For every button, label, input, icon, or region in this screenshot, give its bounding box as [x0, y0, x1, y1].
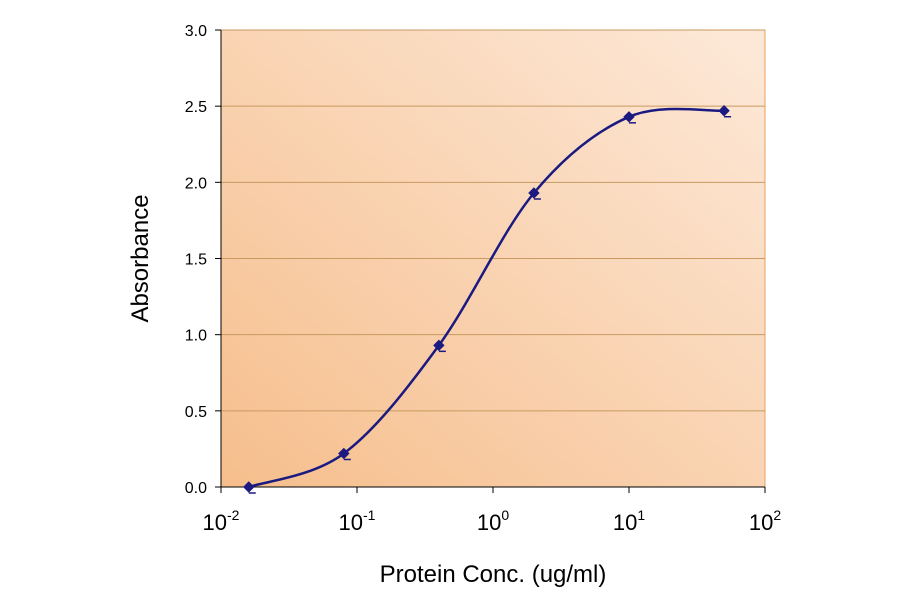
x-tick-labels: 10-2 10-1 100 101 102 [203, 507, 782, 535]
data-point [718, 105, 730, 117]
data-point [528, 187, 540, 199]
data-point [243, 481, 255, 493]
y-tick-label: 0.5 [185, 404, 207, 421]
data-point [433, 339, 445, 352]
x-tick-base: 10 [613, 510, 637, 535]
y-tick-label: 0.0 [185, 480, 207, 497]
axes [215, 29, 766, 493]
y-tick-label: 1.5 [185, 252, 207, 269]
x-tick-base: 10 [749, 510, 773, 535]
y-axis-title: Absorbance [127, 194, 154, 322]
x-axis-title: Protein Conc. (ug/ml) [380, 561, 607, 588]
x-tick-label: 102 [749, 507, 781, 535]
data-point [623, 111, 635, 123]
x-tick-exponent: -1 [363, 507, 376, 523]
x-tick-label: 101 [613, 507, 645, 535]
x-tick-label: 100 [477, 507, 509, 535]
x-tick-exponent: 0 [501, 507, 509, 523]
x-tick-base: 10 [203, 510, 227, 535]
x-tick-base: 10 [339, 510, 363, 535]
x-tick-base: 10 [477, 510, 501, 535]
x-tick-exponent: -2 [227, 507, 240, 523]
y-tick-label: 3.0 [185, 23, 207, 40]
y-tick-label: 1.0 [185, 328, 207, 345]
y-tick-label: 2.0 [185, 175, 207, 192]
x-tick-label: 10-2 [203, 507, 240, 535]
data-point [338, 447, 350, 460]
x-tick-exponent: 1 [637, 507, 645, 523]
grid-lines [221, 29, 765, 412]
x-tick-exponent: 2 [773, 507, 781, 523]
y-tick-labels: 0.0 0.5 1.0 1.5 2.0 2.5 3.0 [185, 23, 207, 497]
x-tick-label: 10-1 [339, 507, 376, 535]
data-series [243, 105, 732, 494]
y-tick-label: 2.5 [185, 99, 207, 116]
